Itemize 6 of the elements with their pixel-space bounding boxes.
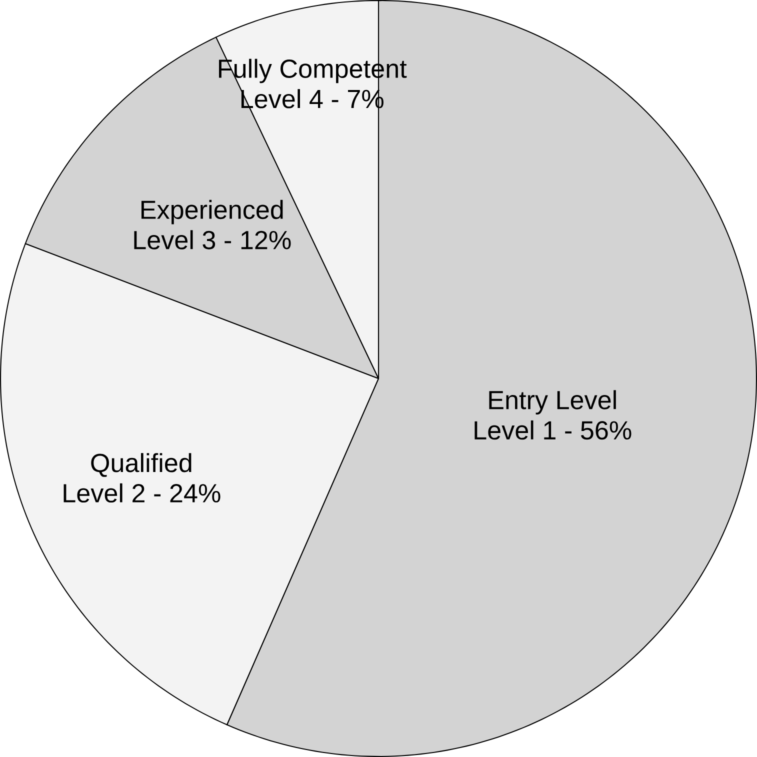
slice-label: Entry Level — [489, 390, 616, 414]
slice-label: Experienced — [141, 200, 283, 224]
text: Level 2 - 24% — [64, 483, 220, 503]
slice-label: Qualified — [91, 453, 192, 477]
text: Level 3 - 12% — [134, 230, 291, 250]
text: Level 1 - 56% — [474, 420, 632, 440]
